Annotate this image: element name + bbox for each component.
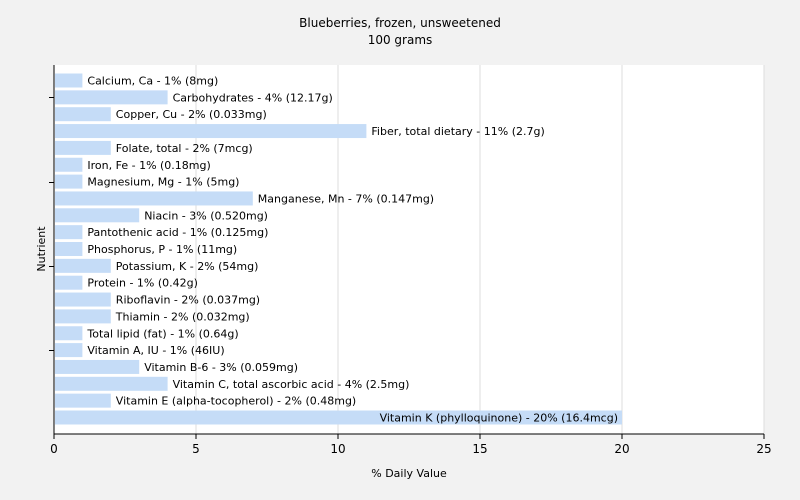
bar-label: Copper, Cu - 2% (0.033mg) [116,108,267,121]
bar-label: Vitamin A, IU - 1% (46IU) [87,344,224,357]
bar-label: Manganese, Mn - 7% (0.147mg) [258,192,434,205]
x-tick-label: 0 [50,442,58,456]
x-axis-title: % Daily Value [371,467,447,480]
bar [55,309,111,324]
bar [55,376,168,391]
bar [55,157,83,172]
bar-label: Vitamin E (alpha-tocopherol) - 2% (0.48m… [116,395,356,408]
y-ticks [49,97,54,351]
bar [55,292,111,307]
bar [55,343,83,358]
bar-label: Magnesium, Mg - 1% (5mg) [87,176,239,189]
bar [55,174,83,189]
bar [55,326,83,341]
bar [55,73,83,88]
bar [55,208,140,223]
bar-label: Iron, Fe - 1% (0.18mg) [87,159,210,172]
x-ticks: 0 5 10 15 20 25 [50,434,772,456]
bar-label: Potassium, K - 2% (54mg) [116,260,259,273]
bar-label: Vitamin B-6 - 3% (0.059mg) [144,361,298,374]
x-tick-label: 10 [330,442,345,456]
bar [55,107,111,122]
bar [55,275,83,290]
bar-label: Folate, total - 2% (7mcg) [116,142,253,155]
chart-subtitle: 100 grams [368,33,433,47]
bar [55,410,622,425]
y-axis-title: Nutrient [35,226,48,272]
bar [55,242,83,256]
bar-label: Vitamin C, total ascorbic acid - 4% (2.5… [173,378,410,391]
bar-label: Calcium, Ca - 1% (8mg) [87,75,218,88]
axes [53,65,764,435]
bar [55,124,367,139]
bar-label: Vitamin K (phylloquinone) - 20% (16.4mcg… [380,412,618,425]
x-tick-label: 25 [756,442,771,456]
bar [55,258,111,273]
bar-label: Thiamin - 2% (0.032mg) [115,310,250,323]
bar [55,191,253,206]
chart-title: Blueberries, frozen, unsweetened [299,16,501,30]
bar [55,90,168,105]
bar [55,393,111,408]
x-tick-label: 5 [192,442,200,456]
bar-label: Phosphorus, P - 1% (11mg) [87,243,237,256]
x-tick-label: 15 [472,442,487,456]
bar-labels-group: Calcium, Ca - 1% (8mg) Carbohydrates - 4%… [86,75,618,425]
bar-label: Niacin - 3% (0.520mg) [144,209,268,222]
bar [55,225,83,240]
bar [55,140,111,155]
bar-label: Carbohydrates - 4% (12.17g) [173,91,333,104]
bar-label: Protein - 1% (0.42g) [87,277,198,290]
bar-label: Total lipid (fat) - 1% (0.64g) [86,327,238,340]
bar-label: Fiber, total dietary - 11% (2.7g) [371,125,544,138]
bar [55,359,140,374]
bars-group [55,73,622,425]
bar-label: Riboflavin - 2% (0.037mg) [116,294,260,307]
x-tick-label: 20 [614,442,629,456]
bar-label: Pantothenic acid - 1% (0.125mg) [87,226,268,239]
